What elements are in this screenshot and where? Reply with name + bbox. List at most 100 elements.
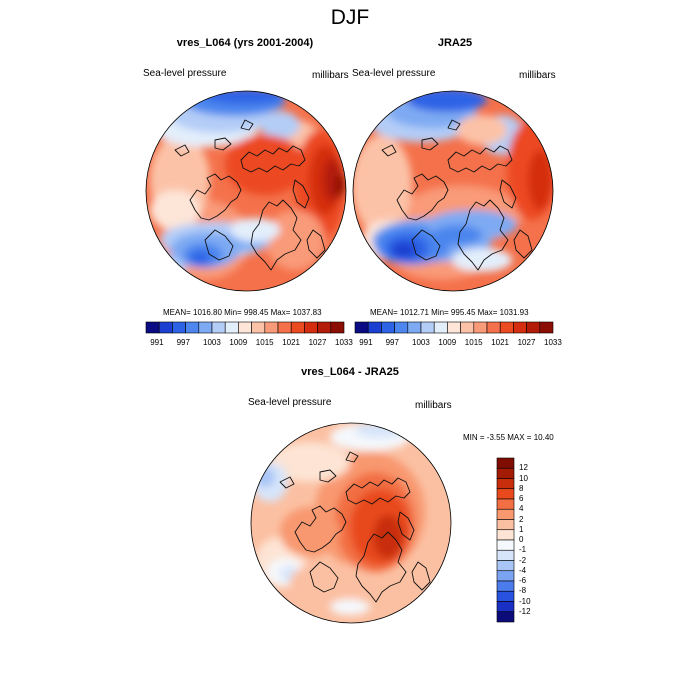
contour-region — [457, 115, 507, 145]
map-frame-circle — [250, 422, 452, 624]
colorbar-swatch — [330, 321, 345, 334]
contour-region — [407, 91, 487, 112]
contour-region — [335, 173, 345, 197]
colorbar-swatch — [496, 601, 515, 613]
contour-region — [330, 599, 370, 615]
coastline — [309, 561, 339, 593]
colorbar-tick-label: -1 — [519, 545, 527, 555]
colorbar-tick-label: 1027 — [517, 338, 536, 347]
colorbar-swatch — [526, 321, 541, 334]
colorbar-swatch — [496, 508, 515, 520]
contour-region — [355, 423, 405, 438]
colorbar-tick-label: 4 — [519, 504, 524, 514]
diff-units-label: millibars — [415, 400, 452, 411]
contour-region — [528, 150, 552, 210]
contour-region — [452, 248, 512, 272]
obs-stats: MEAN= 1012.71 Min= 995.45 Max= 1031.93 — [370, 308, 529, 317]
model-colorbar — [145, 321, 345, 334]
colorbar-tick-label: 1 — [519, 524, 524, 534]
colorbar-swatch — [185, 321, 200, 334]
colorbar-tick-label: 1009 — [229, 338, 248, 347]
contour-region — [265, 210, 325, 270]
colorbar-swatch — [496, 498, 515, 510]
diff-stats: MIN = -3.55 MAX = 10.40 — [463, 433, 554, 442]
colorbar-tick-label: -8 — [519, 586, 527, 596]
colorbar-tick-label: 1027 — [308, 338, 327, 347]
colorbar-swatch — [264, 321, 279, 334]
colorbar-swatch — [367, 321, 382, 334]
colorbar-swatch — [496, 529, 515, 541]
coastline — [411, 229, 441, 261]
coastline — [174, 144, 190, 157]
coastline — [447, 145, 513, 173]
obs-polar-map — [352, 90, 554, 292]
contour-region — [373, 515, 403, 559]
colorbar-swatch — [496, 539, 515, 551]
colorbar-swatch — [496, 580, 515, 592]
colorbar-swatch — [381, 321, 395, 334]
colorbar-tick-label: 0 — [519, 535, 524, 544]
colorbar-tick-label: 2 — [519, 514, 524, 524]
colorbar-swatch — [496, 549, 515, 561]
coastline — [355, 531, 407, 603]
obs-units-label: millibars — [519, 70, 556, 81]
colorbar-swatch — [172, 321, 186, 334]
colorbar-swatch — [317, 321, 332, 334]
colorbar-tick-label: 1003 — [412, 338, 430, 347]
contour-region — [255, 467, 275, 487]
obs-colorbar — [354, 321, 554, 334]
colorbar-swatch — [433, 321, 448, 334]
coastline — [294, 505, 347, 553]
map-contour-fills — [146, 91, 345, 284]
colorbar-tick-label: 997 — [385, 338, 399, 347]
coastline — [240, 145, 306, 173]
model-stats: MEAN= 1016.80 Min= 998.45 Max= 1037.83 — [163, 308, 322, 317]
contour-region — [280, 507, 340, 557]
colorbar-tick-label: 1033 — [335, 338, 353, 347]
colorbar-swatch — [211, 321, 226, 334]
colorbar-tick-label: 1015 — [464, 338, 483, 347]
colorbar-tick-label: -12 — [519, 606, 531, 616]
colorbar-swatch — [496, 467, 515, 479]
coastline — [240, 119, 254, 131]
colorbar-tick-label: 1021 — [491, 338, 509, 347]
contour-region — [190, 251, 210, 265]
colorbar-swatch — [496, 519, 515, 531]
colorbar-swatch — [407, 321, 422, 334]
coastline — [421, 137, 439, 151]
coastline — [306, 229, 326, 259]
coastline — [447, 119, 461, 131]
map-frame-circle — [145, 90, 347, 292]
colorbar-tick-label: 8 — [519, 483, 524, 493]
coastline — [457, 199, 509, 271]
coastline — [513, 229, 533, 259]
contour-region — [260, 111, 300, 139]
contour-region — [270, 442, 350, 482]
coastline — [381, 144, 397, 157]
colorbar-swatch — [158, 321, 173, 334]
colorbar-swatch — [496, 457, 515, 469]
colorbar-swatch — [486, 321, 501, 334]
model-units-label: millibars — [312, 70, 349, 81]
colorbar-swatch — [251, 321, 266, 334]
colorbar-tick-label: 991 — [359, 338, 373, 347]
coastline — [319, 469, 337, 483]
contour-region — [353, 135, 412, 235]
colorbar-swatch — [354, 321, 369, 334]
coastline — [396, 173, 449, 221]
colorbar-swatch — [513, 321, 527, 334]
colorbar-swatch — [496, 560, 515, 572]
coastlines — [381, 119, 533, 271]
contour-region — [225, 135, 305, 195]
colorbar-tick-label: -4 — [519, 565, 527, 575]
coastline — [345, 477, 411, 505]
model-polar-map — [145, 90, 347, 292]
colorbar-tick-label: 12 — [519, 463, 528, 473]
colorbar-swatch — [473, 321, 488, 334]
map-contour-fills — [353, 91, 553, 280]
contour-region — [150, 190, 200, 230]
obs-panel-title: JRA25 — [437, 37, 473, 49]
colorbar-swatch — [420, 321, 435, 334]
diff-polar-map — [250, 422, 452, 624]
colorbar-swatch — [496, 611, 515, 623]
